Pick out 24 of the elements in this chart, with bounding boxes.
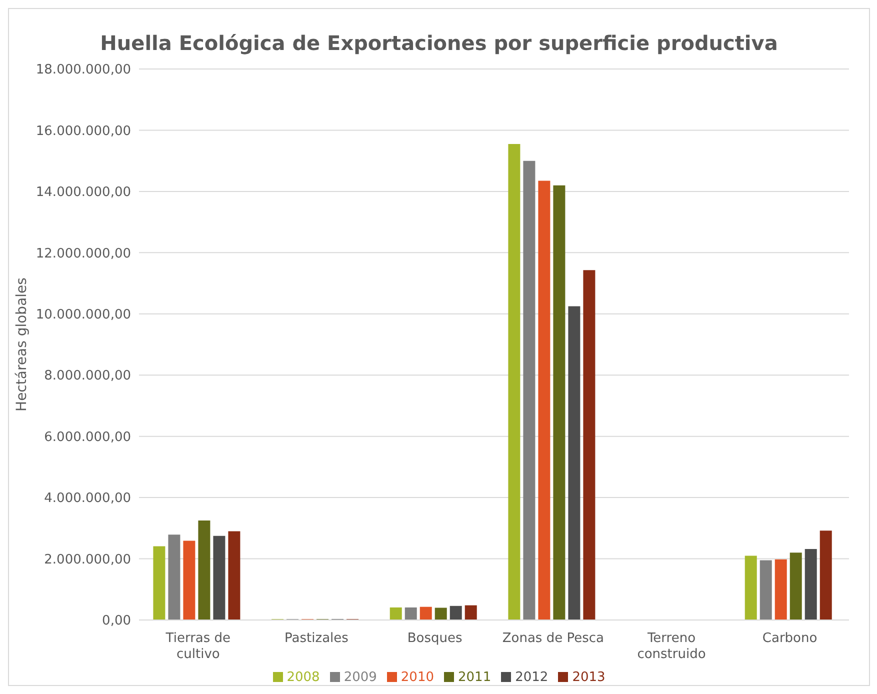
y-axis-title: Hectáreas globales — [14, 278, 30, 412]
y-tick-label: 16.000.000,00 — [36, 124, 131, 139]
chart-title: Huella Ecológica de Exportaciones por superficie productiva — [99, 31, 779, 55]
y-tick-label: 0,00 — [102, 614, 131, 629]
legend-label: 2011 — [458, 670, 492, 685]
y-tick-label: 12.000.000,00 — [36, 246, 131, 262]
x-tick-label: Tierras de cultivo — [164, 631, 231, 662]
y-tick-label: 18.000.000,00 — [36, 62, 131, 78]
legend-label: 2013 — [572, 670, 606, 685]
x-tick-label: Zonas de Pesca — [502, 631, 604, 646]
x-tick-label: Carbono — [762, 631, 818, 646]
y-tick-label: 6.000.000,00 — [44, 430, 131, 445]
legend-label: 2009 — [344, 670, 377, 685]
legend-label: 2008 — [286, 670, 320, 685]
y-tick-label: 4.000.000,00 — [44, 491, 131, 506]
x-tick-label: Pastizales — [284, 631, 349, 646]
x-tick-label: Terreno construido — [637, 631, 706, 662]
x-tick-label: Bosques — [407, 631, 463, 646]
legend-label: 2012 — [515, 670, 548, 685]
y-tick-label: 2.000.000,00 — [44, 552, 131, 568]
y-tick-label: 10.000.000,00 — [36, 308, 131, 323]
legend-label: 2010 — [400, 670, 434, 685]
y-tick-label: 14.000.000,00 — [36, 185, 131, 200]
y-tick-label: 8.000.000,00 — [44, 368, 131, 384]
